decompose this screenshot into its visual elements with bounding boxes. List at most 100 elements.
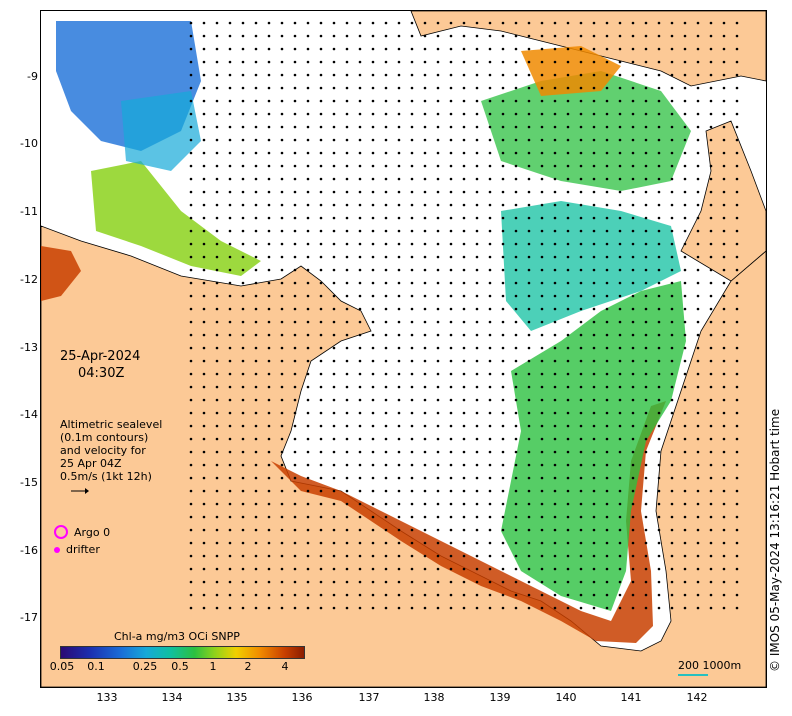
velocity-vector <box>709 541 713 545</box>
velocity-vector <box>553 359 557 363</box>
velocity-vector <box>475 450 479 454</box>
velocity-vector <box>579 489 583 493</box>
velocity-vector <box>605 333 609 337</box>
velocity-vector <box>319 34 323 38</box>
velocity-vector <box>462 411 466 415</box>
velocity-vector <box>436 21 440 25</box>
velocity-vector <box>735 47 739 51</box>
velocity-vector <box>501 294 505 298</box>
velocity-vector <box>423 528 427 532</box>
velocity-vector <box>683 450 687 454</box>
velocity-vector <box>696 411 700 415</box>
velocity-vector <box>241 450 245 454</box>
velocity-vector <box>566 489 570 493</box>
velocity-vector <box>228 21 232 25</box>
velocity-vector <box>696 242 700 246</box>
velocity-vector <box>566 333 570 337</box>
velocity-vector <box>644 554 648 558</box>
velocity-vector <box>735 60 739 64</box>
velocity-vector <box>384 294 388 298</box>
velocity-vector <box>670 60 674 64</box>
velocity-vector <box>644 60 648 64</box>
velocity-vector <box>618 515 622 519</box>
velocity-vector <box>709 73 713 77</box>
velocity-vector <box>670 21 674 25</box>
velocity-vector <box>540 73 544 77</box>
velocity-vector <box>579 333 583 337</box>
info-line: and velocity for <box>60 444 146 457</box>
velocity-vector <box>670 346 674 350</box>
velocity-vectors <box>189 21 739 610</box>
velocity-vector <box>267 281 271 285</box>
velocity-vector <box>423 450 427 454</box>
velocity-vector <box>683 99 687 103</box>
velocity-vector <box>735 307 739 311</box>
velocity-vector <box>332 203 336 207</box>
velocity-vector <box>605 255 609 259</box>
velocity-vector <box>475 476 479 480</box>
velocity-vector <box>332 606 336 610</box>
velocity-vector <box>267 346 271 350</box>
velocity-vector <box>566 47 570 51</box>
velocity-vector <box>527 385 531 389</box>
velocity-vector <box>358 567 362 571</box>
velocity-vector <box>475 86 479 90</box>
velocity-vector <box>436 411 440 415</box>
velocity-vector <box>501 372 505 376</box>
lat-tick: -10 <box>20 137 38 150</box>
velocity-vector <box>501 177 505 181</box>
velocity-vector <box>189 372 193 376</box>
velocity-vector <box>332 567 336 571</box>
velocity-vector <box>527 125 531 129</box>
velocity-vector <box>423 307 427 311</box>
velocity-vector <box>228 190 232 194</box>
velocity-vector <box>215 99 219 103</box>
velocity-vector <box>423 203 427 207</box>
velocity-vector <box>501 60 505 64</box>
velocity-vector <box>644 177 648 181</box>
velocity-vector <box>410 567 414 571</box>
velocity-vector <box>683 216 687 220</box>
velocity-vector <box>397 229 401 233</box>
velocity-vector <box>501 424 505 428</box>
velocity-vector <box>592 242 596 246</box>
velocity-vector <box>241 99 245 103</box>
velocity-vector <box>371 463 375 467</box>
velocity-vector <box>592 164 596 168</box>
velocity-vector <box>722 541 726 545</box>
velocity-vector <box>644 21 648 25</box>
velocity-vector <box>293 255 297 259</box>
velocity-vector <box>631 151 635 155</box>
velocity-vector <box>618 125 622 129</box>
velocity-vector <box>280 294 284 298</box>
velocity-vector <box>241 281 245 285</box>
velocity-vector <box>618 359 622 363</box>
velocity-vector <box>475 567 479 571</box>
velocity-vector <box>371 281 375 285</box>
velocity-vector <box>384 580 388 584</box>
land-north <box>410 11 766 87</box>
velocity-vector <box>462 320 466 324</box>
velocity-vector <box>722 164 726 168</box>
velocity-vector <box>436 203 440 207</box>
velocity-vector <box>449 411 453 415</box>
velocity-vector <box>189 476 193 480</box>
velocity-vector <box>540 541 544 545</box>
velocity-vector <box>488 229 492 233</box>
velocity-vector <box>215 424 219 428</box>
velocity-vector <box>319 60 323 64</box>
velocity-vector <box>345 541 349 545</box>
velocity-vector <box>267 216 271 220</box>
velocity-vector <box>254 333 258 337</box>
velocity-vector <box>410 398 414 402</box>
velocity-vector <box>735 229 739 233</box>
velocity-vector <box>527 21 531 25</box>
velocity-vector <box>436 463 440 467</box>
velocity-vector <box>644 567 648 571</box>
velocity-vector <box>267 502 271 506</box>
velocity-vector <box>241 359 245 363</box>
velocity-vector <box>241 567 245 571</box>
velocity-vector <box>735 411 739 415</box>
velocity-vector <box>215 60 219 64</box>
velocity-vector <box>683 320 687 324</box>
